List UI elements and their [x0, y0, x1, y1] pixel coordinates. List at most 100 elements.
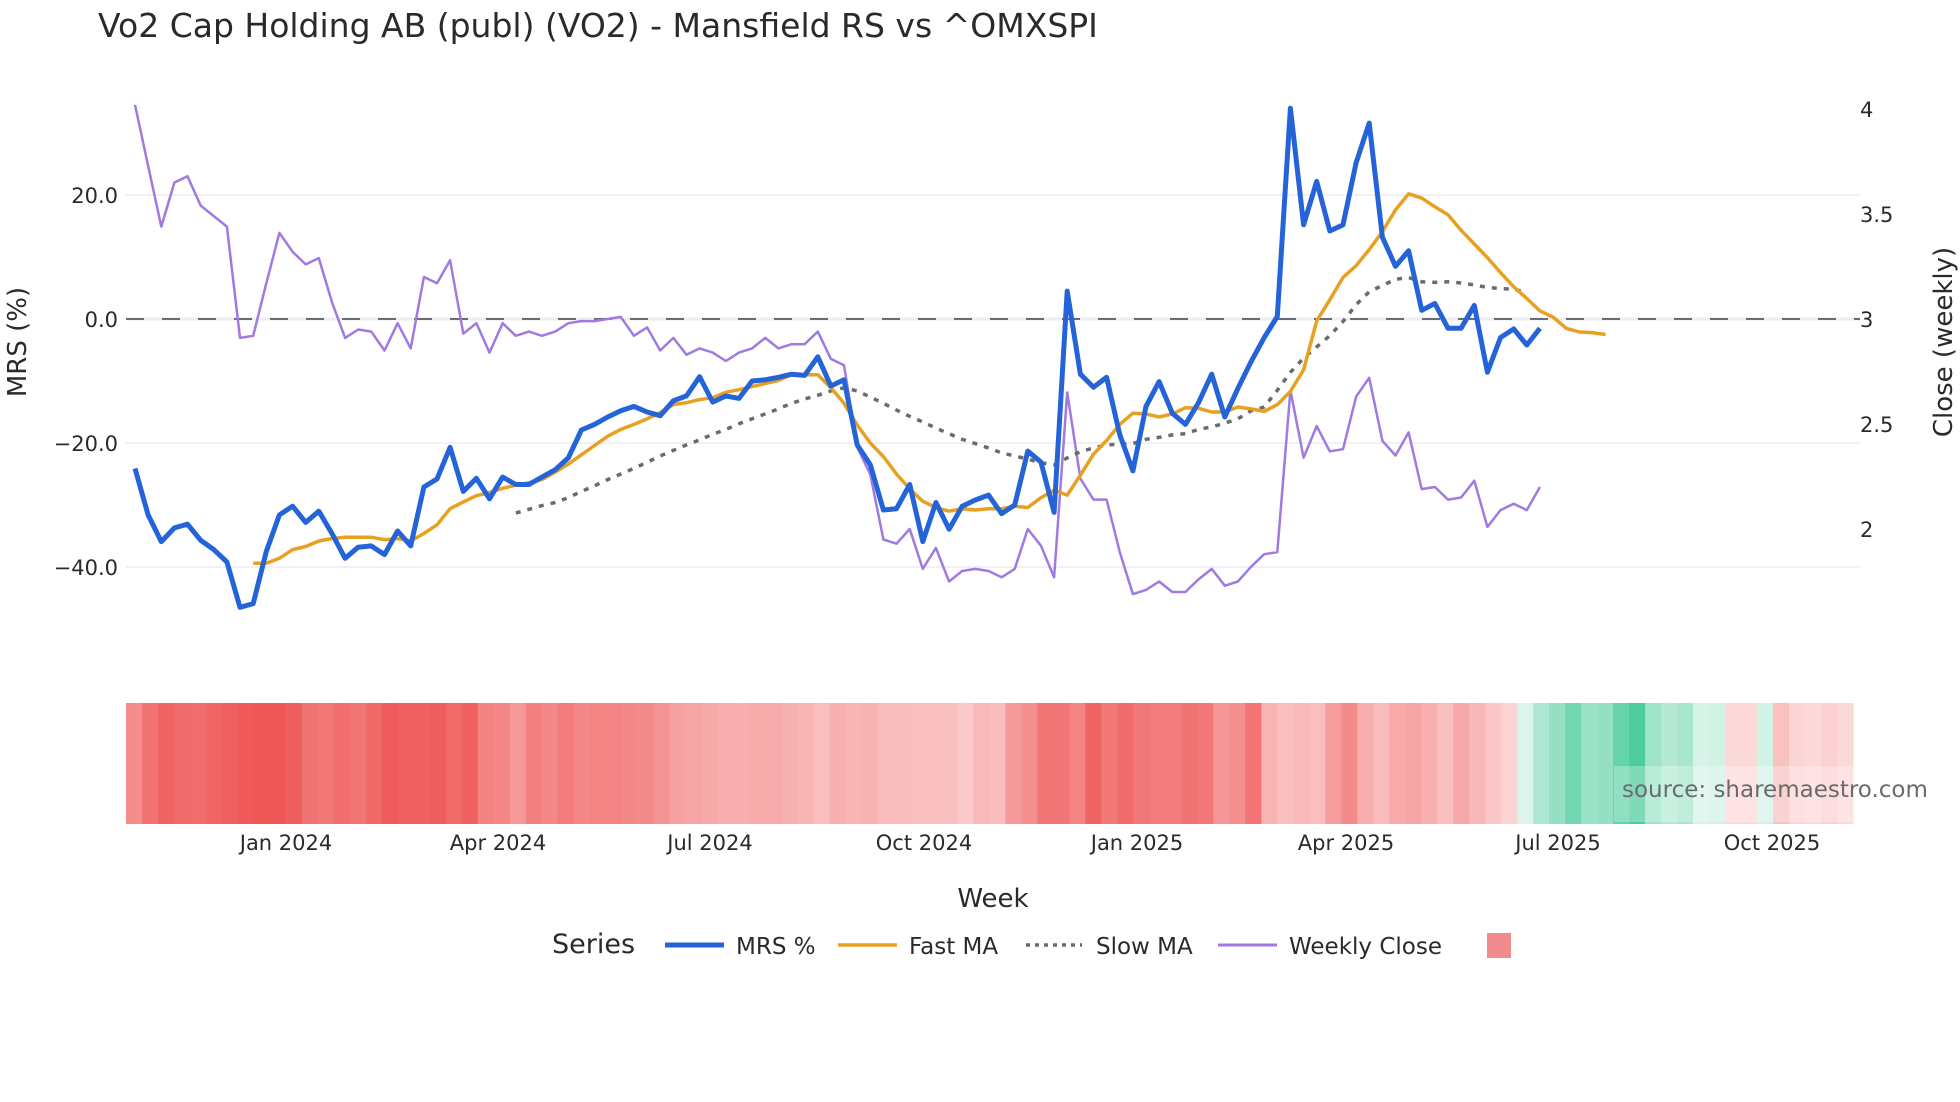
heatmap-cell: [1501, 703, 1518, 824]
legend-label-fast-ma: Fast MA: [909, 934, 998, 960]
heatmap-cell: [126, 703, 143, 824]
x-tick-label: Apr 2024: [450, 831, 546, 855]
legend-item-mrs[interactable]: MRS %: [665, 934, 816, 960]
heatmap-cell: [733, 703, 751, 824]
left-tick-label: 0.0: [85, 308, 118, 332]
legend-label-slow-ma: Slow MA: [1096, 934, 1193, 960]
heatmap-cell: [573, 703, 591, 824]
heatmap-swatch-icon[interactable]: [1487, 933, 1511, 958]
heatmap-cell: [701, 703, 719, 824]
heatmap-cell: [1197, 703, 1214, 824]
legend-item-weekly-close[interactable]: Weekly Close: [1218, 934, 1442, 960]
heatmap-cell: [1805, 703, 1822, 824]
heatmap-cell: [173, 703, 191, 824]
heatmap-cell: [1821, 703, 1838, 824]
heatmap-cell: [205, 703, 223, 824]
left-tick-label: −40.0: [54, 556, 118, 580]
heatmap-cell: [829, 703, 847, 824]
heatmap-cell: [877, 703, 895, 824]
x-tick-label: Apr 2025: [1298, 831, 1394, 855]
heatmap-cell: [1565, 703, 1582, 824]
heatmap-cell: [1485, 703, 1502, 824]
heatmap-cell: [1341, 703, 1358, 824]
heatmap-cell: [157, 703, 175, 824]
heatmap-cell: [1629, 703, 1646, 824]
x-axis-ticks: Jan 2024 Apr 2024 Jul 2024 Oct 2024 Jan 2025…: [238, 831, 1820, 855]
heatmap-cell: [1293, 703, 1310, 824]
grid-lines: [126, 194, 1860, 568]
heatmap-cell: [621, 703, 639, 824]
heatmap-cell: [1757, 703, 1774, 824]
heatmap-cell: [253, 703, 271, 824]
heatmap-cell: [493, 703, 511, 824]
heatmap-cell: [1597, 703, 1614, 824]
heatmap-cell: [1677, 703, 1694, 824]
heatmap-cell: [1405, 703, 1422, 824]
heatmap-cell: [237, 703, 255, 824]
x-tick-label: Jan 2024: [238, 831, 333, 855]
heatmap-cell: [317, 703, 335, 824]
heatmap-cell: [541, 703, 559, 824]
heatmap-cell: [1245, 703, 1262, 824]
heatmap-cell: [1277, 703, 1294, 824]
heatmap-cell: [1613, 703, 1630, 824]
legend-item-fast-ma[interactable]: Fast MA: [838, 934, 998, 960]
heatmap-cell: [1837, 703, 1854, 824]
heatmap-cell: [1469, 703, 1486, 824]
heatmap-cell: [893, 703, 911, 824]
heatmap-cell: [1789, 703, 1806, 824]
heatmap-cell: [1117, 703, 1135, 824]
heatmap-cell: [1389, 703, 1406, 824]
heatmap-cell: [861, 703, 879, 824]
heatmap-cell: [269, 703, 287, 824]
right-tick-label: 3: [1860, 308, 1873, 332]
heatmap-cell: [429, 703, 447, 824]
heatmap-cell: [797, 703, 815, 824]
heatmap-cell: [301, 703, 319, 824]
x-tick-label: Jan 2025: [1089, 831, 1184, 855]
heatmap-cell: [973, 703, 991, 824]
heatmap-cell: [1021, 703, 1039, 824]
left-tick-label: −20.0: [54, 432, 118, 456]
heatmap-cell: [653, 703, 671, 824]
legend-item-slow-ma[interactable]: Slow MA: [1026, 934, 1193, 960]
x-tick-label: Jul 2024: [665, 831, 752, 855]
heatmap-cell: [1549, 703, 1566, 824]
right-tick-label: 2: [1860, 518, 1873, 542]
heatmap-cell: [1101, 703, 1119, 824]
heatmap-cell: [717, 703, 735, 824]
heatmap-cell: [413, 703, 431, 824]
heatmap-cell: [941, 703, 959, 824]
watermark-text: source: sharemaestro.com: [1622, 777, 1928, 803]
heatmap-cell: [365, 703, 383, 824]
heatmap-cell: [557, 703, 575, 824]
heatmap-cell: [1037, 703, 1055, 824]
heatmap-cell: [1709, 703, 1726, 824]
heatmap-cell: [1181, 703, 1198, 824]
heatmap-cell: [813, 703, 831, 824]
heatmap-cell: [1165, 703, 1182, 824]
heatmap-cell: [141, 703, 159, 824]
right-tick-label: 3.5: [1860, 203, 1893, 227]
heatmap-cell: [909, 703, 927, 824]
plot-series: [132, 104, 1606, 610]
heatmap-cell: [1213, 703, 1230, 824]
heatmap-cell: [1069, 703, 1087, 824]
right-axis-ticks: 4 3.5 3 2.5 2: [1860, 98, 1893, 542]
heatmap-cell: [765, 703, 783, 824]
heatmap-cell: [1725, 703, 1742, 824]
x-axis-title: Week: [957, 884, 1028, 914]
x-tick-label: Oct 2025: [1724, 831, 1820, 855]
heatmap-cell: [1309, 703, 1326, 824]
heatmap-cell: [509, 703, 527, 824]
fast-ma-line: [253, 192, 1606, 566]
heatmap-cell: [1421, 703, 1438, 824]
heatmap-cell: [1373, 703, 1390, 824]
left-tick-label: 20.0: [71, 184, 118, 208]
heatmap-cell: [925, 703, 943, 824]
heatmap-cell: [349, 703, 367, 824]
heatmap-cell: [333, 703, 351, 824]
heatmap-cell: [221, 703, 239, 824]
heatmap-cell: [637, 703, 655, 824]
